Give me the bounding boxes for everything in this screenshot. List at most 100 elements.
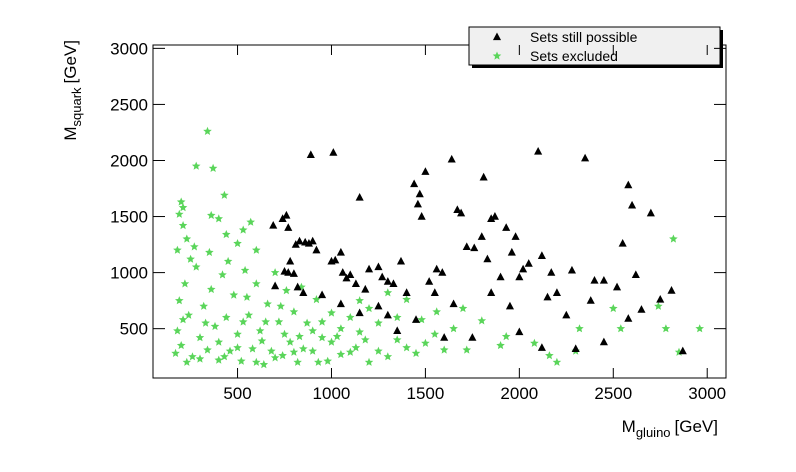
triangle-marker [411, 315, 421, 323]
star-marker [293, 357, 302, 366]
star-marker [314, 357, 323, 366]
star-marker [308, 346, 317, 355]
star-marker [188, 352, 197, 361]
star-marker [383, 288, 393, 297]
triangle-marker [331, 255, 340, 264]
star-marker [282, 286, 291, 295]
triangle-marker [487, 288, 496, 296]
star-marker [184, 310, 193, 319]
star-marker [289, 307, 299, 316]
y-tick-label: 3000 [110, 39, 148, 58]
star-marker [238, 317, 248, 326]
triangle-marker [519, 264, 528, 273]
star-marker [255, 326, 265, 335]
star-marker [308, 326, 317, 335]
star-marker [421, 338, 430, 347]
y-label-main: M [61, 127, 80, 141]
star-marker [214, 355, 223, 364]
legend-box [468, 26, 721, 66]
triangle-marker [355, 192, 364, 201]
star-marker [364, 357, 374, 366]
triangle-marker [374, 301, 383, 310]
star-marker [302, 318, 312, 327]
star-marker [439, 345, 449, 354]
star-marker [201, 318, 210, 327]
star-marker [661, 324, 671, 333]
star-marker [361, 335, 370, 344]
triangle-marker [396, 256, 406, 265]
star-marker [175, 209, 184, 218]
triangle-marker [383, 310, 392, 319]
star-marker [267, 346, 276, 355]
x-label-main: M [622, 417, 636, 436]
star-marker [222, 313, 231, 322]
triangle-marker [496, 272, 505, 281]
star-marker [208, 163, 218, 172]
star-marker [317, 333, 327, 342]
star-marker [182, 357, 192, 366]
triangle-marker [678, 346, 687, 355]
star-marker [430, 329, 440, 338]
triangle-marker [487, 214, 496, 222]
star-marker [295, 332, 304, 341]
star-marker [190, 242, 199, 251]
triangle-marker [624, 314, 633, 322]
star-marker [240, 265, 250, 274]
triangle-marker [336, 299, 345, 308]
star-marker [195, 354, 205, 363]
legend-label: Sets still possible [530, 29, 638, 45]
triangle-marker [393, 326, 402, 335]
star-marker [501, 332, 511, 341]
star-marker [207, 284, 216, 294]
triangle-marker [537, 343, 546, 351]
triangle-marker [361, 284, 370, 293]
star-marker [336, 350, 346, 359]
star-marker [317, 317, 327, 326]
star-marker [214, 337, 223, 346]
triangle-marker [537, 251, 546, 259]
triangle-marker [282, 210, 291, 219]
star-marker [191, 161, 201, 170]
star-marker [449, 324, 458, 333]
triangle-marker [425, 277, 434, 285]
triangle-marker [453, 205, 462, 213]
star-marker [530, 338, 539, 347]
star-marker [609, 304, 618, 313]
star-marker [252, 279, 261, 288]
star-marker [191, 262, 201, 271]
triangle-marker [618, 238, 627, 247]
triangle-marker [318, 290, 327, 299]
star-marker [178, 315, 188, 324]
triangle-marker [293, 282, 302, 291]
triangle-marker [286, 256, 295, 265]
triangle-marker [586, 296, 595, 304]
x-label-sub: gluino [636, 425, 671, 440]
triangle-marker [612, 282, 622, 291]
triangle-marker [547, 268, 556, 276]
triangle-marker [534, 147, 543, 155]
x-tick-label: 1500 [406, 384, 444, 403]
star-marker [182, 234, 192, 243]
star-marker [346, 347, 355, 356]
triangle-marker [624, 180, 633, 189]
star-marker [299, 344, 308, 353]
star-marker [336, 324, 346, 333]
triangle-marker [502, 223, 511, 231]
star-marker [383, 352, 393, 361]
star-marker [176, 197, 186, 206]
triangle-marker [505, 301, 515, 310]
triangle-marker [440, 333, 449, 341]
star-marker [364, 304, 374, 313]
star-marker [695, 324, 704, 333]
star-marker [477, 316, 487, 325]
star-marker [270, 353, 280, 362]
star-marker [552, 357, 562, 366]
triangle-marker [389, 279, 398, 287]
star-marker [402, 295, 411, 304]
star-marker [278, 351, 287, 360]
star-marker [669, 234, 678, 243]
star-marker [432, 307, 441, 316]
triangle-marker [289, 269, 298, 277]
triangle-marker [631, 270, 640, 278]
star-marker [214, 214, 223, 223]
